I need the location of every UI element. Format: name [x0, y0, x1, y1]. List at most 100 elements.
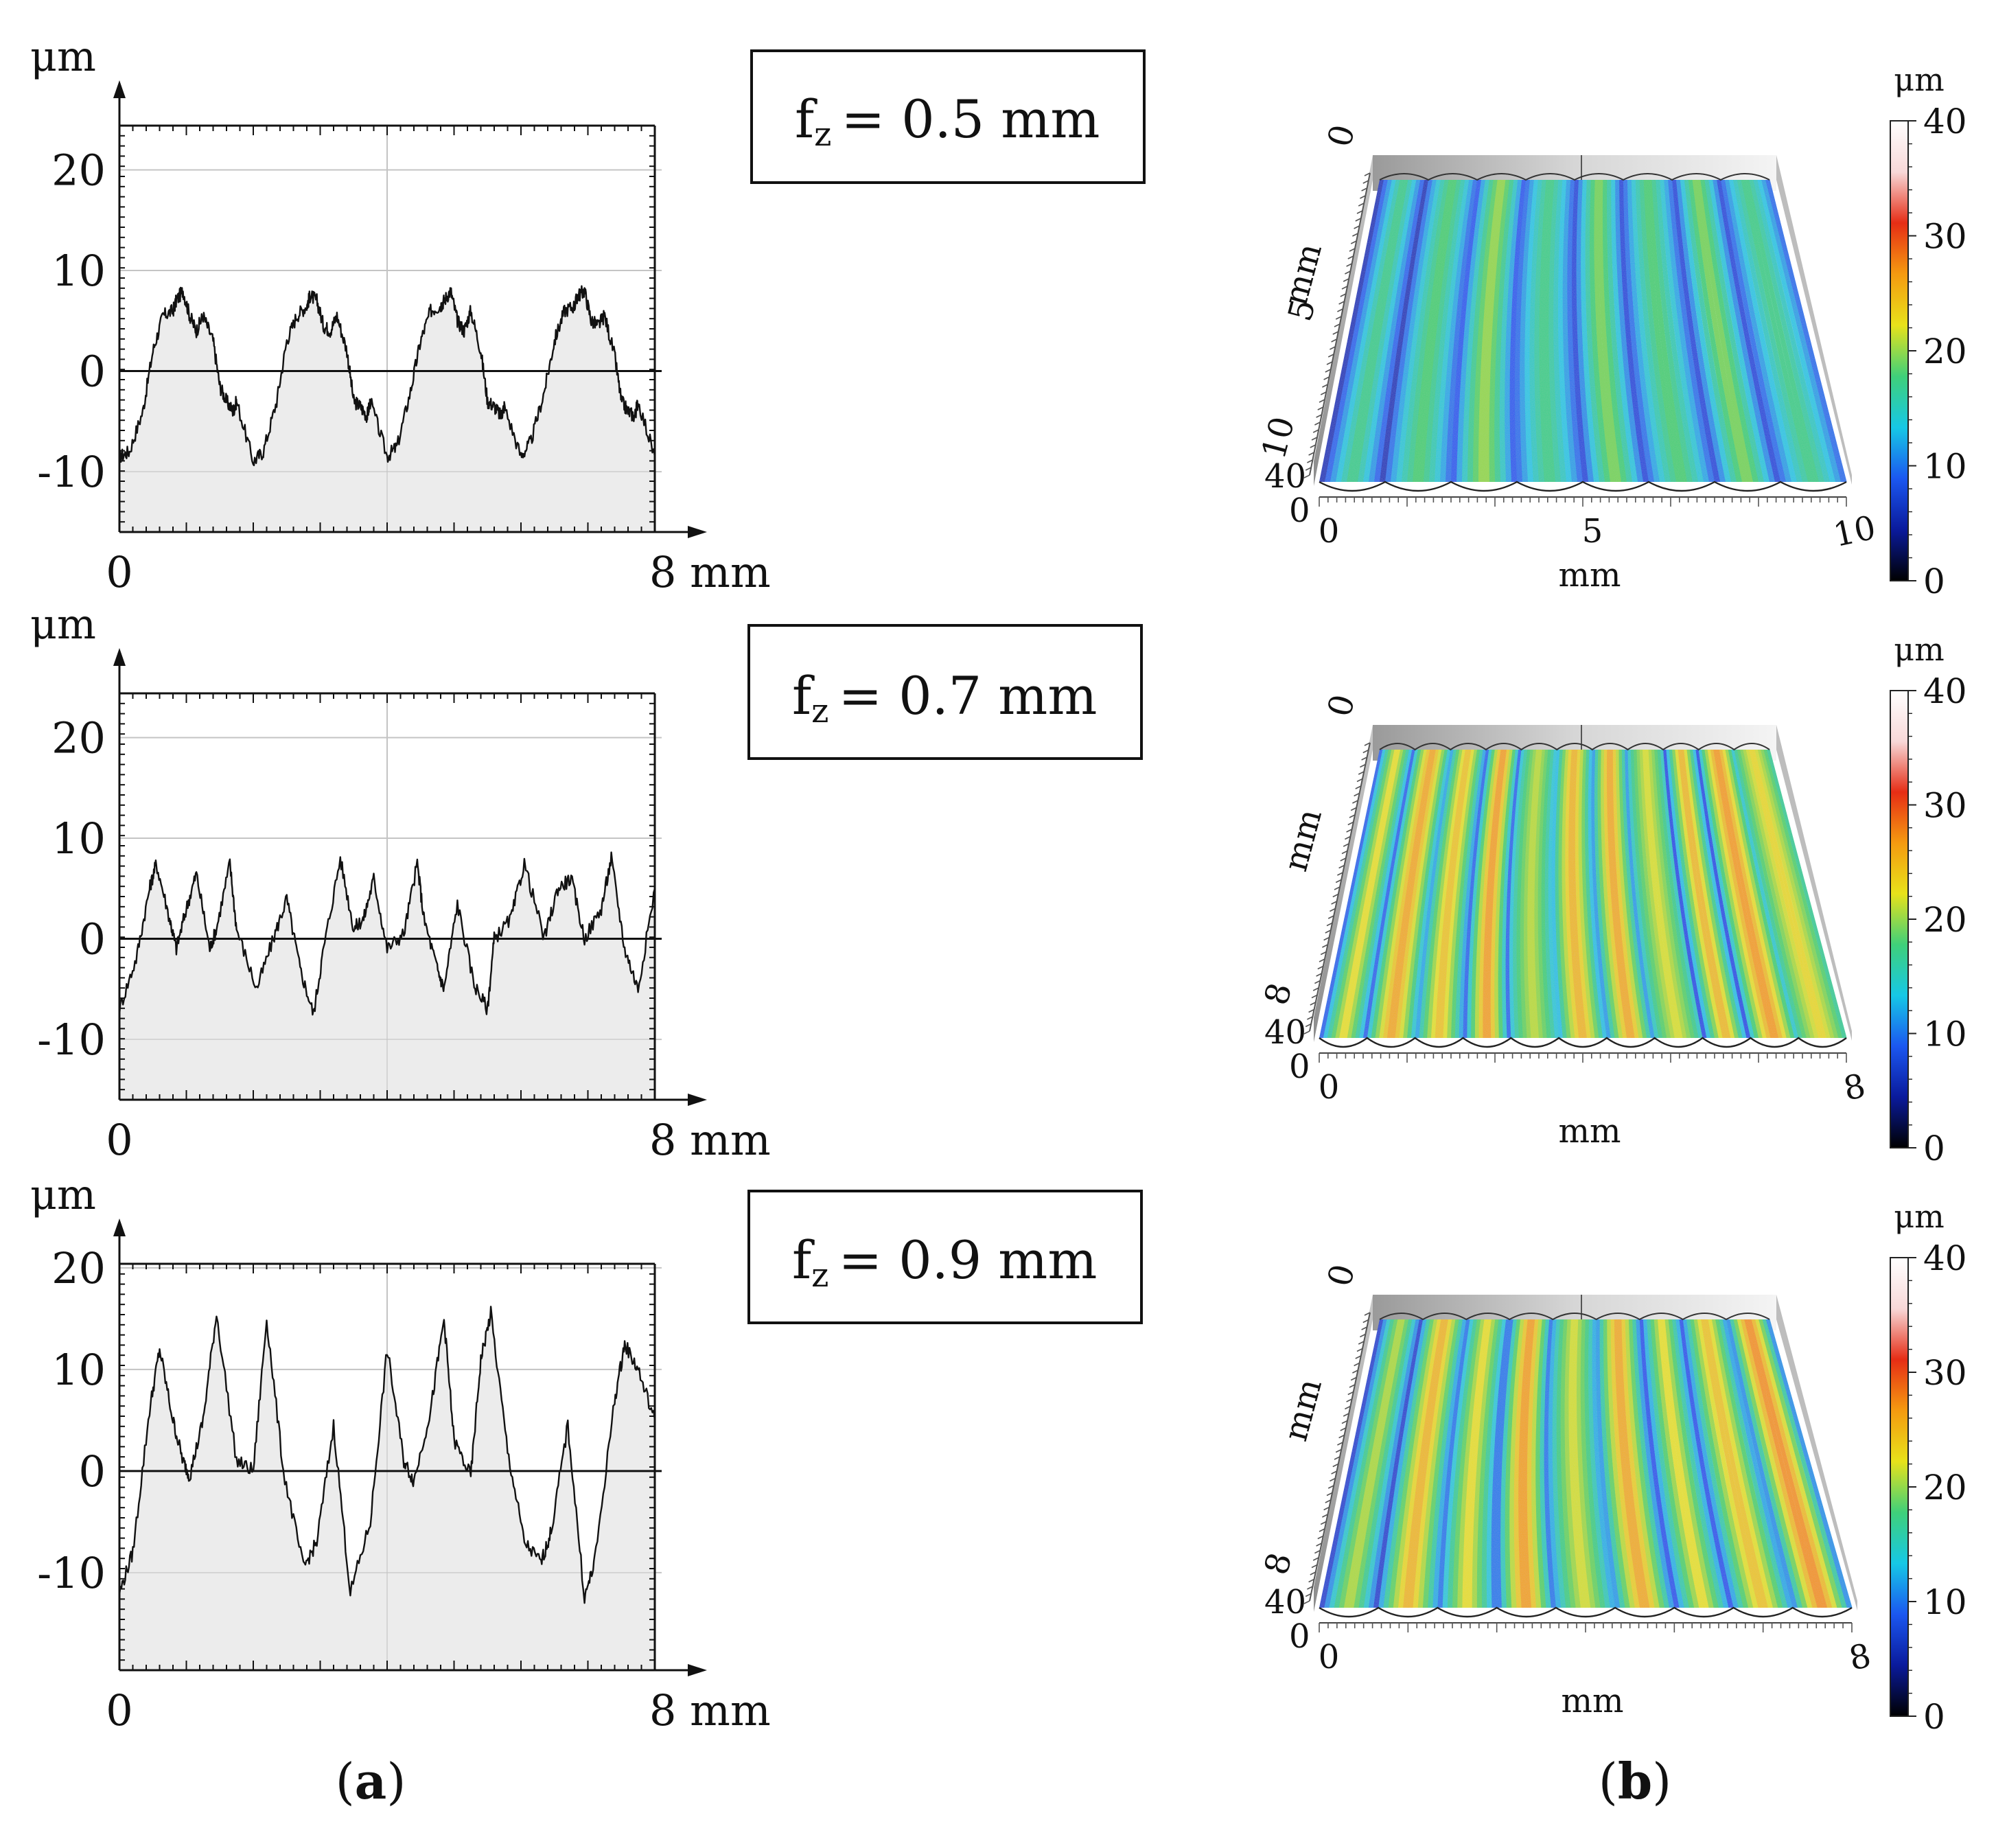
surface-stripe	[1658, 1319, 1704, 1608]
depth-axis-tick	[1327, 915, 1334, 919]
surface-stripe	[1407, 180, 1450, 482]
depth-axis-unit: mm	[1276, 805, 1330, 875]
colorbar-tick-label: 20	[1923, 332, 1967, 371]
surface-stripe	[1650, 1319, 1695, 1608]
surface-stripe	[1451, 750, 1481, 1038]
colorbar-tick-label: 30	[1923, 217, 1967, 257]
depth-axis-tick	[1352, 233, 1358, 237]
surface-stripe	[1368, 1319, 1420, 1608]
z-axis-label: 40	[1264, 1013, 1306, 1052]
surface-stripe	[1610, 1319, 1640, 1608]
depth-axis-tick	[1362, 1319, 1369, 1324]
depth-axis-tick	[1332, 893, 1339, 898]
surface-stripe	[1531, 750, 1543, 1038]
surface-stripe	[1494, 180, 1514, 482]
depth-axis-tick	[1326, 361, 1333, 365]
surface-stripe	[1679, 1319, 1734, 1608]
surface-stripe	[1544, 180, 1556, 482]
surface-stripe	[1531, 1319, 1543, 1608]
surface-stripe	[1733, 1319, 1808, 1608]
surface-stripe	[1639, 1319, 1680, 1608]
paren-close: )	[386, 1753, 406, 1810]
surface-stripe	[1686, 750, 1739, 1038]
x-tick-label: 0	[1319, 1638, 1340, 1676]
surface-stripe	[1725, 750, 1791, 1038]
surface-stripe	[1505, 180, 1522, 482]
surface-stripe	[1454, 750, 1484, 1038]
surface-stripe	[1707, 750, 1767, 1038]
surface-stripe	[1680, 180, 1732, 482]
depth-axis-tick	[1312, 987, 1319, 991]
surface-stripe	[1388, 1319, 1435, 1608]
colorbar-unit: μm	[1894, 631, 1945, 668]
surface-stripe	[1440, 180, 1474, 482]
surface-stripe	[1553, 180, 1567, 482]
depth-axis-tick	[1305, 1023, 1312, 1028]
surface-stripe	[1740, 1319, 1818, 1608]
depth-axis-tick	[1338, 1434, 1345, 1439]
surface-stripe	[1625, 750, 1656, 1038]
depth-axis	[1309, 1312, 1371, 1602]
surface-stripe	[1540, 1319, 1552, 1608]
depth-axis-tick	[1349, 248, 1356, 252]
depth-axis-label-bottom: 8	[1257, 979, 1300, 1009]
depth-axis-tick	[1305, 467, 1312, 471]
surface-stripe	[1728, 180, 1798, 482]
surface-stripe	[1329, 1319, 1391, 1608]
surface-stripe	[1462, 180, 1490, 482]
depth-axis-tick	[1308, 452, 1314, 456]
surface-stripe	[1688, 180, 1743, 482]
depth-axis-tick	[1331, 1470, 1337, 1475]
surface-stripe	[1473, 180, 1498, 482]
depth-axis-tick	[1322, 384, 1328, 388]
y-axis-arrow	[113, 1218, 126, 1236]
depth-axis-tick	[1317, 406, 1324, 411]
surface-stripe	[1418, 180, 1457, 482]
surface-stripe	[1417, 1319, 1456, 1608]
surface-stripe	[1643, 750, 1680, 1038]
surface-stripe	[1766, 750, 1847, 1038]
y-axis-arrow	[113, 648, 126, 666]
surface-stripe	[1693, 1319, 1754, 1608]
surface-stripe	[1763, 750, 1843, 1038]
depth-axis-tick	[1325, 1499, 1332, 1503]
depth-axis-tick	[1347, 1391, 1354, 1396]
svg-text:fz= 0.9 mm: fz = 0.9 mm	[792, 1229, 1097, 1295]
colorbar-unit: μm	[1894, 61, 1945, 98]
depth-axis-tick	[1346, 829, 1352, 833]
surface-stripe	[1754, 750, 1831, 1038]
y-tick-label: -10	[37, 1015, 106, 1065]
colorbar-unit: μm	[1894, 1198, 1945, 1235]
annotation-base: f	[792, 1229, 815, 1291]
depth-axis-tick	[1355, 218, 1362, 222]
surface-stripe	[1520, 750, 1534, 1038]
depth-axis	[1309, 172, 1371, 476]
x-axis-unit: mm	[1558, 556, 1621, 594]
surface-stripe	[1713, 750, 1775, 1038]
annotation-subscript: z	[814, 115, 831, 154]
surface-stripe	[1494, 750, 1513, 1038]
depth-axis-tick	[1360, 763, 1366, 768]
depth-axis-tick	[1330, 908, 1336, 912]
surface-stripe	[1631, 180, 1666, 482]
colorbar-tick-label: 0	[1923, 1129, 1945, 1168]
profile-line	[118, 1306, 656, 1604]
depth-axis-tick	[1361, 1326, 1367, 1330]
depth-axis-tick	[1314, 421, 1321, 426]
depth-axis-tick	[1334, 323, 1341, 327]
depth-axis-tick	[1355, 1355, 1362, 1359]
surface-stripe	[1567, 180, 1583, 482]
stripe-group	[1319, 750, 1847, 1038]
surface-stripe	[1435, 180, 1470, 482]
surface-stripe	[1319, 180, 1384, 482]
surface-stripe	[1672, 1319, 1724, 1608]
x-tick-label: 0	[106, 547, 132, 597]
surface-stripe	[1716, 750, 1779, 1038]
depth-axis-tick	[1326, 1492, 1333, 1497]
surface-stripe	[1529, 180, 1543, 482]
surface-stripe	[1379, 750, 1428, 1038]
annotation-base: f	[792, 665, 815, 726]
surface-stripe	[1534, 180, 1547, 482]
surface-stripe	[1660, 750, 1704, 1038]
letter-b: b	[1618, 1752, 1652, 1810]
